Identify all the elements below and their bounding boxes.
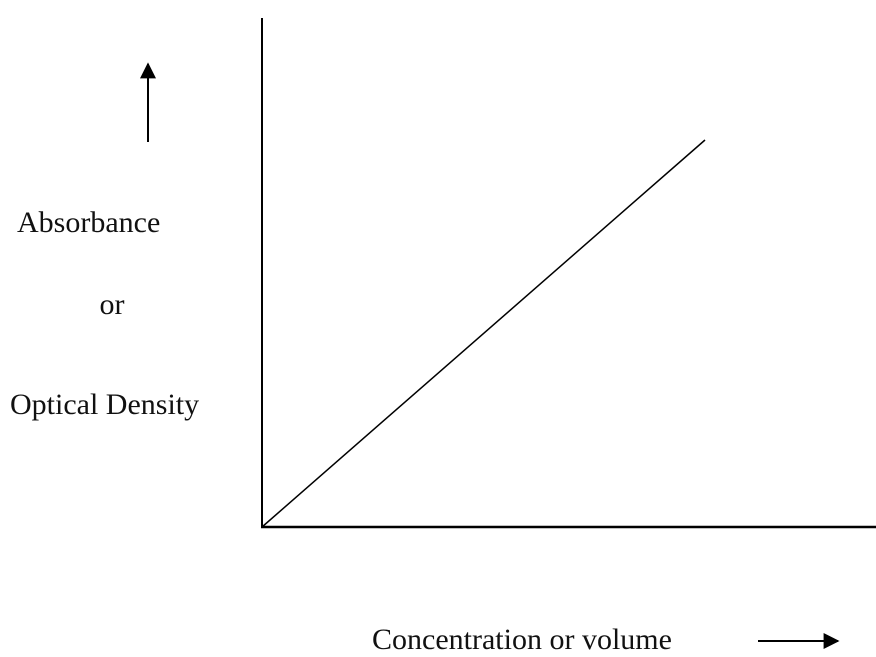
y-label-line: Optical Density	[10, 388, 199, 421]
y-label-line: Absorbance	[17, 206, 160, 239]
y-label-line: or	[100, 288, 125, 321]
trend-line	[261, 139, 706, 528]
x-label: Concentration or volume	[372, 623, 672, 656]
